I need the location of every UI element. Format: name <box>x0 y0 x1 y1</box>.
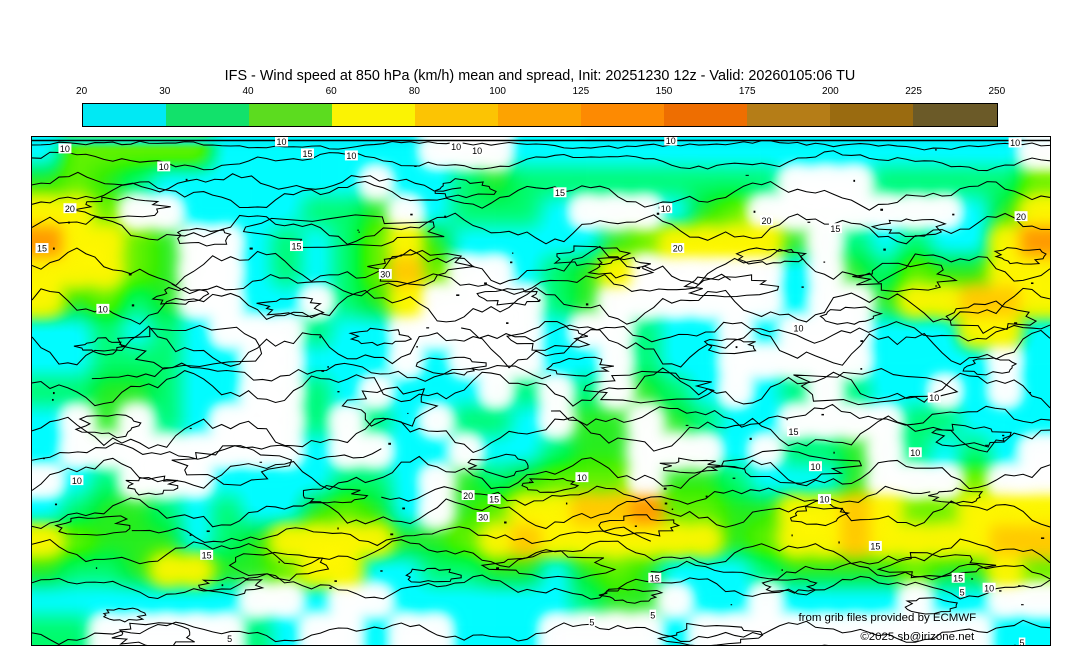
svg-text:15: 15 <box>291 242 301 252</box>
svg-text:10: 10 <box>665 137 675 146</box>
svg-text:10: 10 <box>819 495 829 505</box>
svg-text:15: 15 <box>554 188 564 198</box>
svg-text:5: 5 <box>1019 638 1024 645</box>
svg-text:10: 10 <box>793 323 803 333</box>
svg-text:15: 15 <box>788 427 798 437</box>
svg-text:15: 15 <box>870 542 880 552</box>
svg-text:15: 15 <box>489 495 499 505</box>
svg-text:5: 5 <box>227 634 232 644</box>
svg-text:15: 15 <box>36 244 46 254</box>
svg-text:10: 10 <box>276 137 286 147</box>
svg-text:10: 10 <box>660 204 670 214</box>
svg-text:10: 10 <box>97 305 107 315</box>
svg-text:10: 10 <box>910 448 920 458</box>
svg-text:30: 30 <box>478 513 488 523</box>
svg-text:15: 15 <box>953 573 963 583</box>
svg-text:10: 10 <box>472 146 482 156</box>
svg-text:5: 5 <box>959 587 964 597</box>
svg-text:10: 10 <box>576 473 586 483</box>
svg-text:5: 5 <box>589 617 594 627</box>
svg-text:10: 10 <box>451 142 461 152</box>
svg-text:10: 10 <box>59 144 69 154</box>
svg-text:15: 15 <box>302 149 312 159</box>
svg-text:15: 15 <box>830 224 840 234</box>
svg-text:10: 10 <box>71 476 81 486</box>
svg-text:30: 30 <box>380 270 390 280</box>
svg-text:©2025 sb@irizone.net: ©2025 sb@irizone.net <box>860 631 975 643</box>
svg-text:20: 20 <box>64 204 74 214</box>
svg-text:20: 20 <box>672 244 682 254</box>
svg-text:20: 20 <box>463 491 473 501</box>
svg-text:10: 10 <box>1010 138 1020 148</box>
svg-text:5: 5 <box>650 610 655 620</box>
svg-text:from grib files provided by EC: from grib files provided by ECMWF <box>798 612 976 624</box>
svg-text:10: 10 <box>929 393 939 403</box>
svg-text:10: 10 <box>984 583 994 593</box>
svg-text:10: 10 <box>346 151 356 161</box>
svg-text:20: 20 <box>1016 212 1026 222</box>
svg-text:10: 10 <box>810 462 820 472</box>
svg-text:15: 15 <box>201 551 211 561</box>
svg-text:20: 20 <box>761 216 771 226</box>
svg-text:15: 15 <box>649 573 659 583</box>
svg-text:10: 10 <box>158 162 168 172</box>
